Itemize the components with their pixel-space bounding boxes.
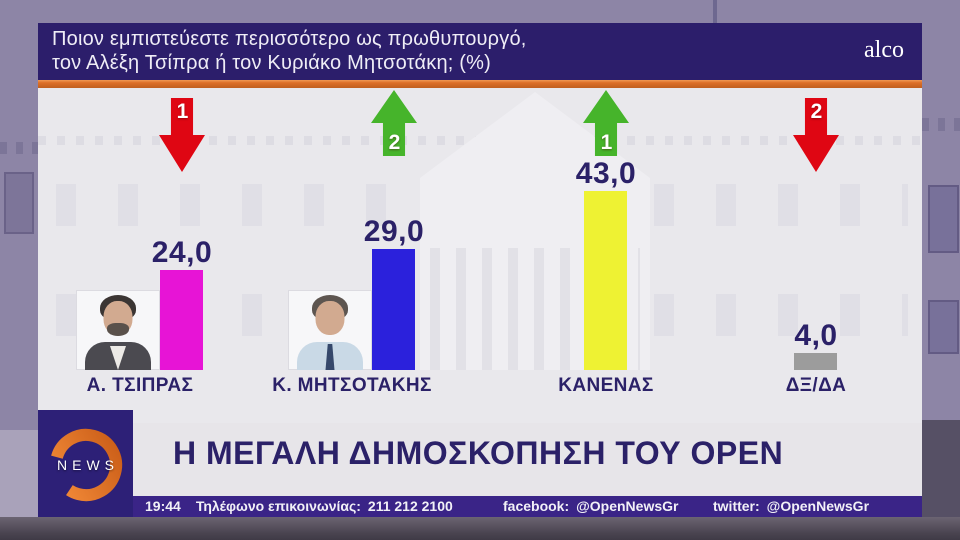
value-tsipras: 24,0 bbox=[151, 236, 213, 269]
photo-mitsotakis bbox=[288, 290, 372, 370]
trend-rank-badge: 2 bbox=[810, 100, 823, 123]
background-shadow-right bbox=[922, 420, 960, 517]
category-label-mitsotakis: Κ. ΜΗΤΣΟΤΑΚΗΣ bbox=[272, 375, 432, 396]
ticker-left: 19:44 Τηλέφωνο επικοινωνίας: 211 212 210… bbox=[145, 498, 453, 514]
alco-logo: alco bbox=[864, 37, 904, 63]
background-pole bbox=[713, 0, 717, 23]
trend-tsipras: 1 bbox=[159, 98, 205, 172]
question-text: Ποιον εμπιστεύεστε περισσότερο ως πρωθυπ… bbox=[52, 27, 527, 75]
news-logo-text: NEWS bbox=[57, 457, 119, 473]
facebook-label: facebook: bbox=[503, 498, 570, 514]
beard bbox=[107, 323, 129, 336]
info-ticker: 19:44 Τηλέφωνο επικοινωνίας: 211 212 210… bbox=[133, 496, 922, 517]
parliament-windows bbox=[56, 184, 416, 226]
question-line-2: τον Αλέξη Τσίπρα ή τον Κυριάκο Μητσοτάκη… bbox=[52, 52, 491, 74]
orange-accent-line bbox=[38, 80, 922, 88]
ticker-facebook: facebook: @OpenNewsGr bbox=[503, 498, 678, 514]
background-window-left bbox=[4, 172, 34, 234]
background-stairs-left bbox=[0, 430, 38, 517]
value-kanenas: 43,0 bbox=[575, 157, 637, 190]
trend-mitsotakis: 2 bbox=[371, 90, 417, 156]
parliament-windows bbox=[654, 184, 908, 226]
category-label-kanenas: ΚΑΝΕΝΑΣ bbox=[558, 375, 654, 396]
open-ring-icon bbox=[49, 428, 123, 502]
trend-dk-da: 2 bbox=[793, 98, 839, 172]
twitter-label: twitter: bbox=[713, 498, 760, 514]
clock-time: 19:44 bbox=[145, 498, 181, 514]
chart-panel: 1 24,0 Α. ΤΣΙΠΡΑΣ 2 29,0 Κ. ΜΗΤΣΟΤΑΚΗΣ 1 43,0 ΚΑ… bbox=[38, 88, 922, 423]
background-window-right bbox=[928, 300, 959, 354]
face bbox=[315, 301, 345, 335]
parliament-windows bbox=[654, 294, 908, 336]
value-dk-da: 4,0 bbox=[794, 319, 838, 352]
photo-tsipras bbox=[76, 290, 160, 370]
bar-mitsotakis bbox=[372, 249, 415, 370]
phone-label: Τηλέφωνο επικοινωνίας: bbox=[195, 498, 361, 514]
bar-dk-da bbox=[794, 353, 837, 370]
bar-kanenas bbox=[584, 191, 627, 370]
facebook-handle: @OpenNewsGr bbox=[576, 498, 679, 514]
trend-rank-badge: 1 bbox=[176, 100, 189, 123]
category-label-dk-da: ΔΞ/ΔΑ bbox=[785, 375, 847, 396]
background-building-crenellation-left bbox=[0, 142, 38, 154]
twitter-handle: @OpenNewsGr bbox=[766, 498, 870, 514]
category-label-tsipras: Α. ΤΣΙΠΡΑΣ bbox=[86, 375, 194, 396]
background-window-right bbox=[928, 185, 959, 253]
tie bbox=[325, 344, 335, 370]
open-news-logo: NEWS bbox=[38, 410, 133, 517]
question-line-1: Ποιον εμπιστεύεστε περισσότερο ως πρωθυπ… bbox=[52, 28, 527, 50]
bar-tsipras bbox=[160, 270, 203, 370]
background-street bbox=[0, 517, 960, 540]
background-building-crenellation-right bbox=[922, 118, 960, 131]
question-header: Ποιον εμπιστεύεστε περισσότερο ως πρωθυπ… bbox=[38, 23, 922, 80]
phone-number: 211 212 2100 bbox=[367, 498, 453, 514]
trend-rank-badge: 2 bbox=[388, 131, 401, 154]
value-mitsotakis: 29,0 bbox=[363, 215, 425, 248]
trend-rank-badge: 1 bbox=[600, 131, 613, 154]
headline-strip: Η ΜΕΓΑΛΗ ΔΗΜΟΣΚΟΠΗΣΗ ΤΟΥ OPEN bbox=[133, 423, 922, 496]
ticker-twitter: twitter: @OpenNewsGr bbox=[713, 498, 869, 514]
trend-kanenas: 1 bbox=[583, 90, 629, 156]
headline-text: Η ΜΕΓΑΛΗ ΔΗΜΟΣΚΟΠΗΣΗ ΤΟΥ OPEN bbox=[173, 435, 784, 471]
